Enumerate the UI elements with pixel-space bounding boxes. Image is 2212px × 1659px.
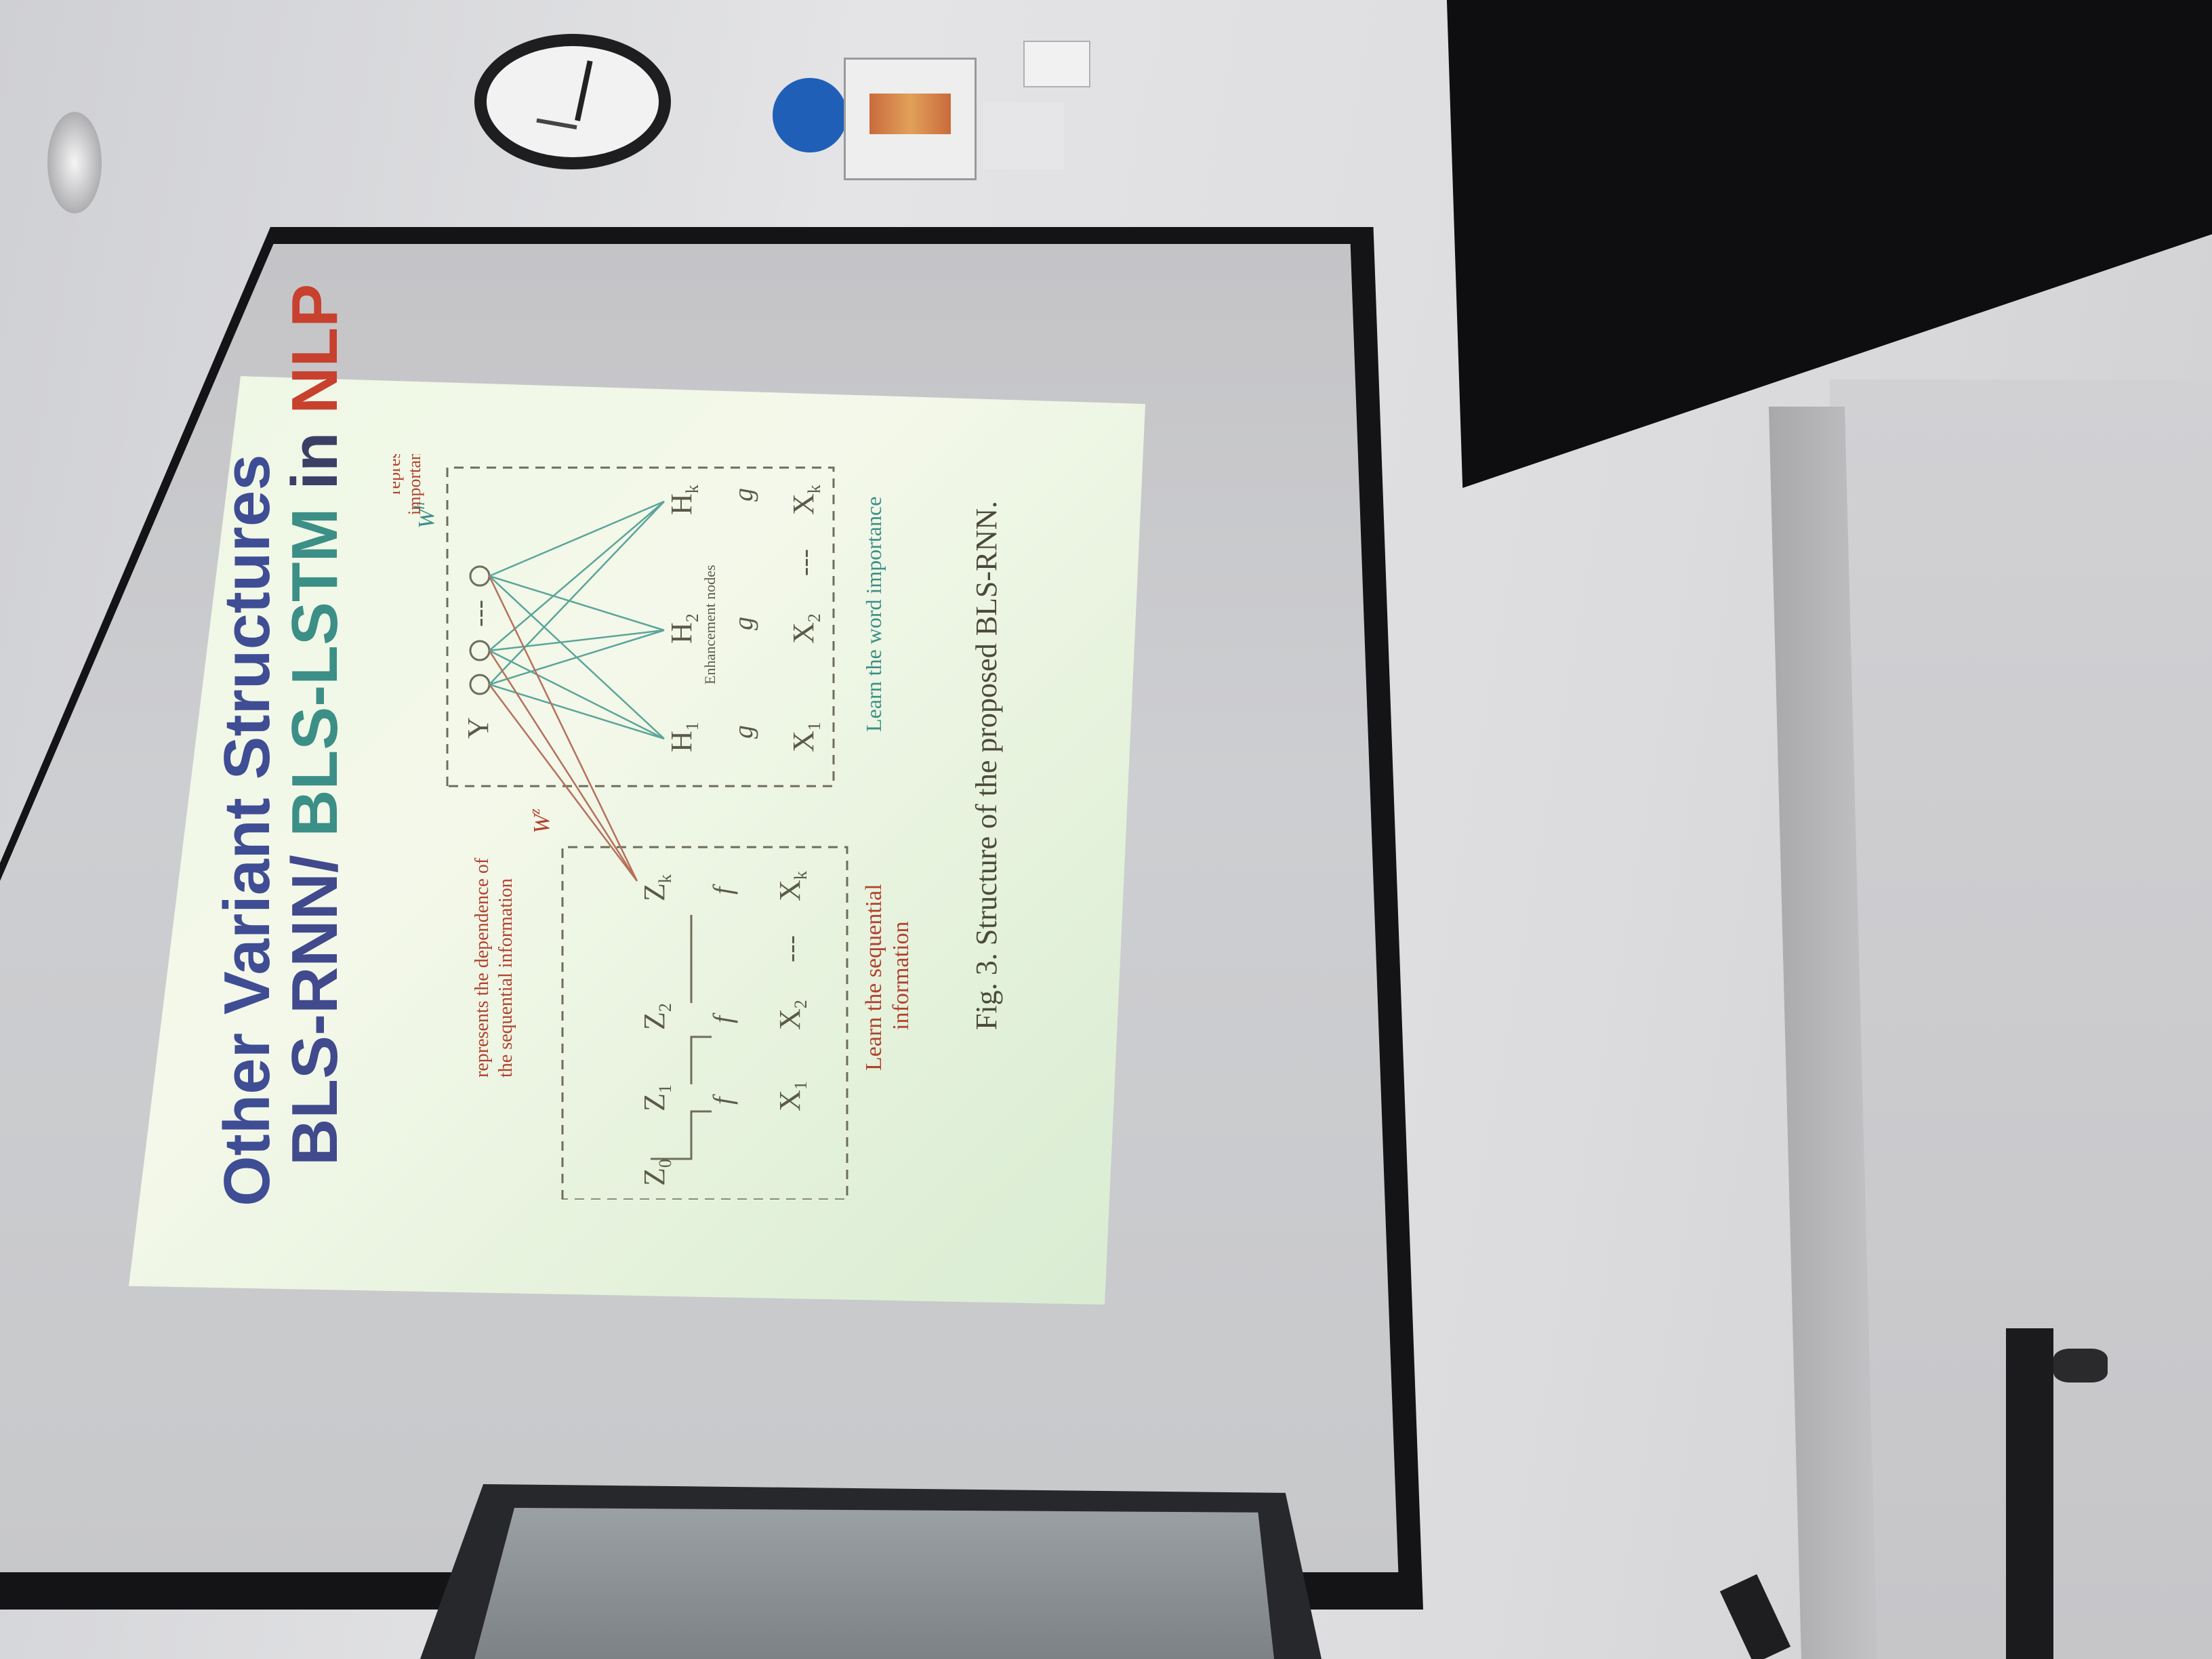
clock-minute-hand [575, 60, 593, 121]
label-hk: Hk [665, 485, 702, 515]
g-functions: g g g [728, 488, 758, 739]
label-g2: g [728, 617, 758, 630]
stand-knob [2053, 1349, 2108, 1382]
ceiling-light [47, 112, 102, 213]
h-row: H1 H2 Hk Enhancement nodes [665, 485, 718, 752]
title-bls-lstm: BLS-LSTM [279, 508, 351, 837]
label-xk-right: Xk [787, 485, 824, 515]
output-layer: Y --- [462, 565, 495, 739]
learn-word-importance: Learn the word importance [861, 497, 886, 732]
f-functions: f f f [708, 884, 738, 1105]
ellipsis-right: --- [789, 549, 819, 576]
h-to-y-connections [489, 500, 665, 740]
weight-wh: Wh [411, 502, 439, 529]
title-in: in [279, 413, 351, 508]
learn-sequential-line2: information [888, 921, 914, 1030]
learn-sequential-line1: Learn the sequential [861, 884, 886, 1071]
label-h2: H2 [665, 613, 702, 644]
label-z1: Z1 [638, 1084, 675, 1111]
clock-hour-hand [536, 118, 577, 129]
label-fk: f [708, 884, 738, 895]
annotation-dependence-line1: represents the dependence of [472, 857, 493, 1078]
label-z2: Z2 [638, 1003, 675, 1030]
label-f2: f [708, 1012, 738, 1023]
annotation-dependence-line2: the sequential information [495, 878, 516, 1078]
x-row-left: X1 X2 --- Xk [773, 871, 811, 1111]
slide-title-line2: BLS-RNN/ BLS-LSTM in NLP [278, 284, 352, 1166]
output-node-2 [469, 640, 491, 661]
label-h1: H1 [665, 722, 702, 752]
bls-rnn-diagram: Z0 Z1 Z2 Zk f f f X1 X2 --- Xk Y --- [393, 454, 914, 1200]
sequential-box [561, 846, 848, 1200]
monitor-screen [474, 1508, 1274, 1659]
ellipsis-left: --- [775, 935, 806, 962]
label-x2-right: X2 [787, 613, 824, 644]
blue-sticker [773, 78, 847, 152]
x-row-right: X1 X2 --- Xk [787, 485, 824, 752]
label-x1-right: X1 [787, 722, 824, 752]
label-y: Y [462, 717, 495, 739]
importance-box [446, 466, 835, 787]
label-g1: g [728, 725, 758, 739]
title-bls-rnn: BLS-RNN/ [279, 836, 351, 1166]
label-z0: Z0 [638, 1159, 675, 1186]
slide-content: Other Variant Structures BLS-RNN/ BLS-LS… [169, 284, 1186, 1281]
recurrent-connections [651, 915, 712, 1160]
light-switch [1023, 41, 1090, 87]
label-f1: f [708, 1094, 738, 1105]
wall-sign [983, 102, 1064, 169]
label-zk: Zk [638, 874, 675, 901]
label-gk: g [728, 488, 758, 501]
slide-title-line1: Other Variant Structures [211, 454, 283, 1206]
title-nlp: NLP [279, 283, 351, 414]
output-ellipsis: --- [464, 600, 494, 627]
z-row: Z0 Z1 Z2 Zk [638, 874, 675, 1186]
weight-wz: Wz [526, 808, 554, 834]
stand-pole [2006, 1328, 2053, 1659]
label-xk-left: Xk [773, 871, 811, 901]
wall-clock [474, 34, 671, 169]
enhancement-nodes-label: Enhancement nodes [701, 565, 718, 684]
z-to-y-connections [488, 575, 638, 882]
output-node-k [469, 565, 491, 587]
annotation-importance-line1: represents the [393, 454, 404, 495]
figure-caption: Fig. 3. Structure of the proposed BLS-RN… [970, 501, 1003, 1030]
label-x2-left: X2 [773, 1000, 811, 1030]
panel-meter [869, 94, 951, 134]
label-x1-left: X1 [773, 1081, 811, 1111]
output-node-1 [469, 674, 491, 695]
electrical-panel [844, 58, 977, 180]
annotation-importance-line2: importance of the word [405, 454, 424, 515]
